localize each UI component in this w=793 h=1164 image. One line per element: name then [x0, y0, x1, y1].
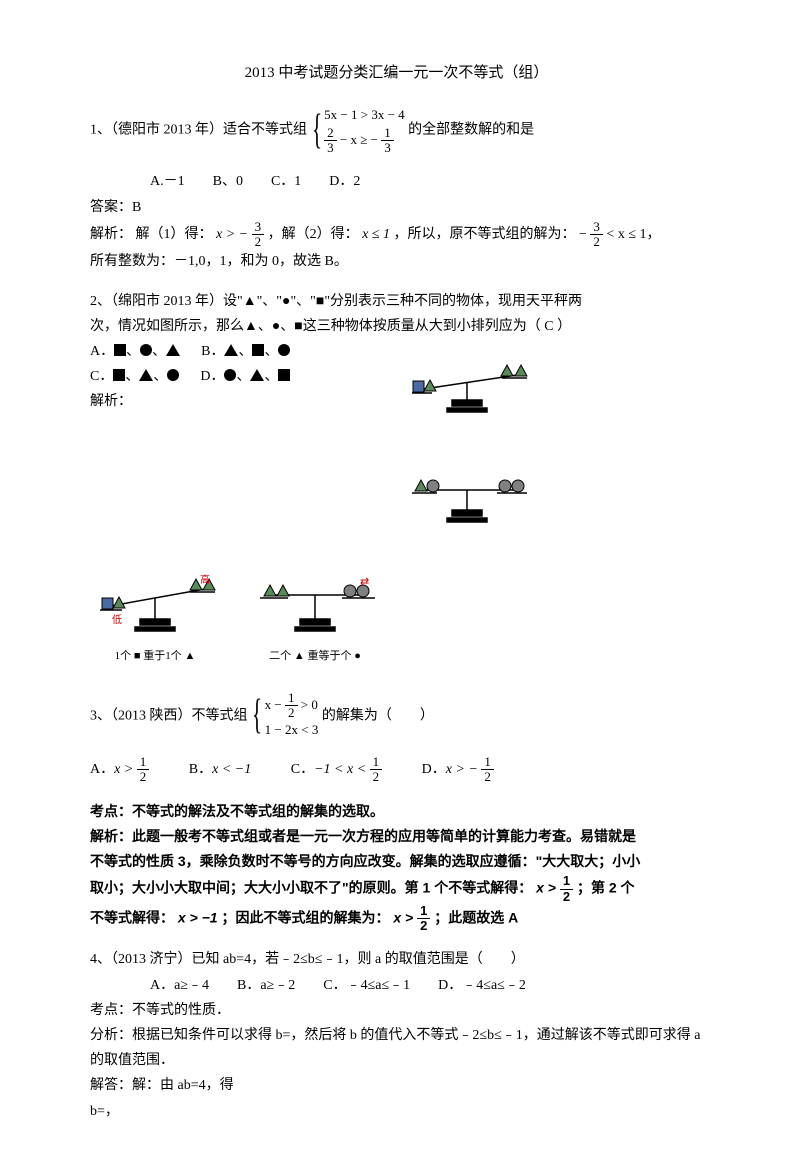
q1-stem-b: 的全部整数解的和是 — [408, 122, 534, 137]
circle-icon — [278, 344, 290, 356]
svg-text:高: 高 — [200, 573, 210, 586]
q3-jiexi-4: 不等式解得： x > −1 ；因此不等式组的解集为： x > 12 ；此题故选 … — [90, 904, 703, 934]
svg-text:低: 低 — [112, 613, 122, 626]
q1-stem-a: 1、（德阳市 2013 年）适合不等式组 — [90, 122, 307, 137]
q3-jiexi-1: 解析：此题一般考不等式组或者是一元一次方程的应用等简单的计算能力考查。易错就是 — [90, 824, 703, 849]
q4-stem: 4、（2013 济宁）已知 ab=4，若﹣2≤b≤﹣1，则 a 的取值范围是（ … — [90, 947, 703, 972]
question-1: 1、（德阳市 2013 年）适合不等式组 { 5x − 1 > 3x − 4 2… — [90, 105, 703, 155]
square-icon — [114, 344, 126, 356]
square-icon — [278, 369, 290, 381]
q3-jiexi-2: 不等式的性质 3，乘除负数时不等号的方向应改变。解集的选取应遵循："大大取大；小… — [90, 849, 703, 874]
balance-scale-4: ⇄ — [250, 557, 380, 647]
q1-explain-1: 解析： 解（1）得： x > − 32 ，解（2）得： x ≤ 1 ，所以，原不… — [90, 220, 703, 250]
triangle-icon — [166, 344, 180, 356]
q4-last: b=， — [90, 1099, 703, 1124]
q4-jieda: 解答：解：由 ab=4，得 — [90, 1073, 703, 1098]
brace-icon: { — [312, 116, 322, 145]
balance-scale-3: 低 高 — [90, 557, 220, 647]
q3-system: x − 12 > 0 1 − 2x < 3 — [265, 691, 319, 741]
scale-3-caption: 1个 ■ 重于1个 ▲ — [90, 647, 220, 667]
triangle-icon — [139, 369, 153, 381]
q4-kaodian: 考点：不等式的性质． — [90, 998, 703, 1023]
q1-sys-line1: 5x − 1 > 3x − 4 — [324, 105, 405, 126]
square-icon — [113, 369, 125, 381]
q1-sys-line2: 23 − x ≥ − 13 — [324, 126, 405, 156]
brace-icon: { — [252, 701, 262, 730]
q3-options: A．x > 12 B．x < −1 C．−1 < x < 12 D．x > − … — [90, 755, 703, 785]
triangle-icon — [250, 369, 264, 381]
q2-stem-2: 次，情况如图所示，那么▲、●、■这三种物体按质量从大到小排列应为（ C ） — [90, 314, 703, 339]
q4-options: A．a≥﹣4 B．a≥﹣2 C．﹣4≤a≤﹣1 D．﹣4≤a≤﹣2 — [90, 973, 703, 998]
circle-icon — [224, 369, 236, 381]
q2-explain-label: 解析： — [90, 389, 397, 414]
q2-scales-top — [397, 345, 704, 535]
balance-scale-1 — [397, 345, 537, 425]
q1-answer: 答案：B — [90, 195, 703, 220]
circle-icon — [140, 344, 152, 356]
page-title: 2013 中考试题分类汇编一元一次不等式（组） — [90, 60, 703, 87]
q1-options: A.－1 B、0 C．1 D．2 — [90, 169, 703, 194]
q2-options: A．、、 B．、、 C．、、 D．、、 解析： — [90, 339, 703, 551]
question-3: 3、（2013 陕西）不等式组 { x − 12 > 0 1 − 2x < 3 … — [90, 691, 703, 741]
triangle-icon — [224, 344, 238, 356]
q4-fenxi: 分析：根据已知条件可以求得 b=，然后将 b 的值代入不等式﹣2≤b≤﹣1，通过… — [90, 1023, 703, 1073]
q1-explain-2: 所有整数为：－1,0，1，和为 0，故选 B。 — [90, 249, 703, 274]
q2-stem-1: 2、（绵阳市 2013 年）设"▲"、"●"、"■"分别表示三种不同的物体，现用… — [90, 289, 703, 314]
balance-scale-2 — [397, 455, 537, 535]
q3-kaodian: 考点：不等式的解法及不等式组的解集的选取。 — [90, 799, 703, 824]
svg-text:⇄: ⇄ — [360, 576, 369, 588]
square-icon — [252, 344, 264, 356]
circle-icon — [167, 369, 179, 381]
q1-system: 5x − 1 > 3x − 4 23 − x ≥ − 13 — [324, 105, 405, 155]
q2-scales-bottom: 低 高 1个 ■ 重于1个 ▲ ⇄ 二个 ▲ 重等于个 ● — [90, 557, 703, 667]
q3-jiexi-3: 取小；大小小大取中间；大大小小取不了"的原则。第 1 个不等式解得： x > 1… — [90, 874, 703, 904]
scale-4-caption: 二个 ▲ 重等于个 ● — [250, 647, 380, 667]
